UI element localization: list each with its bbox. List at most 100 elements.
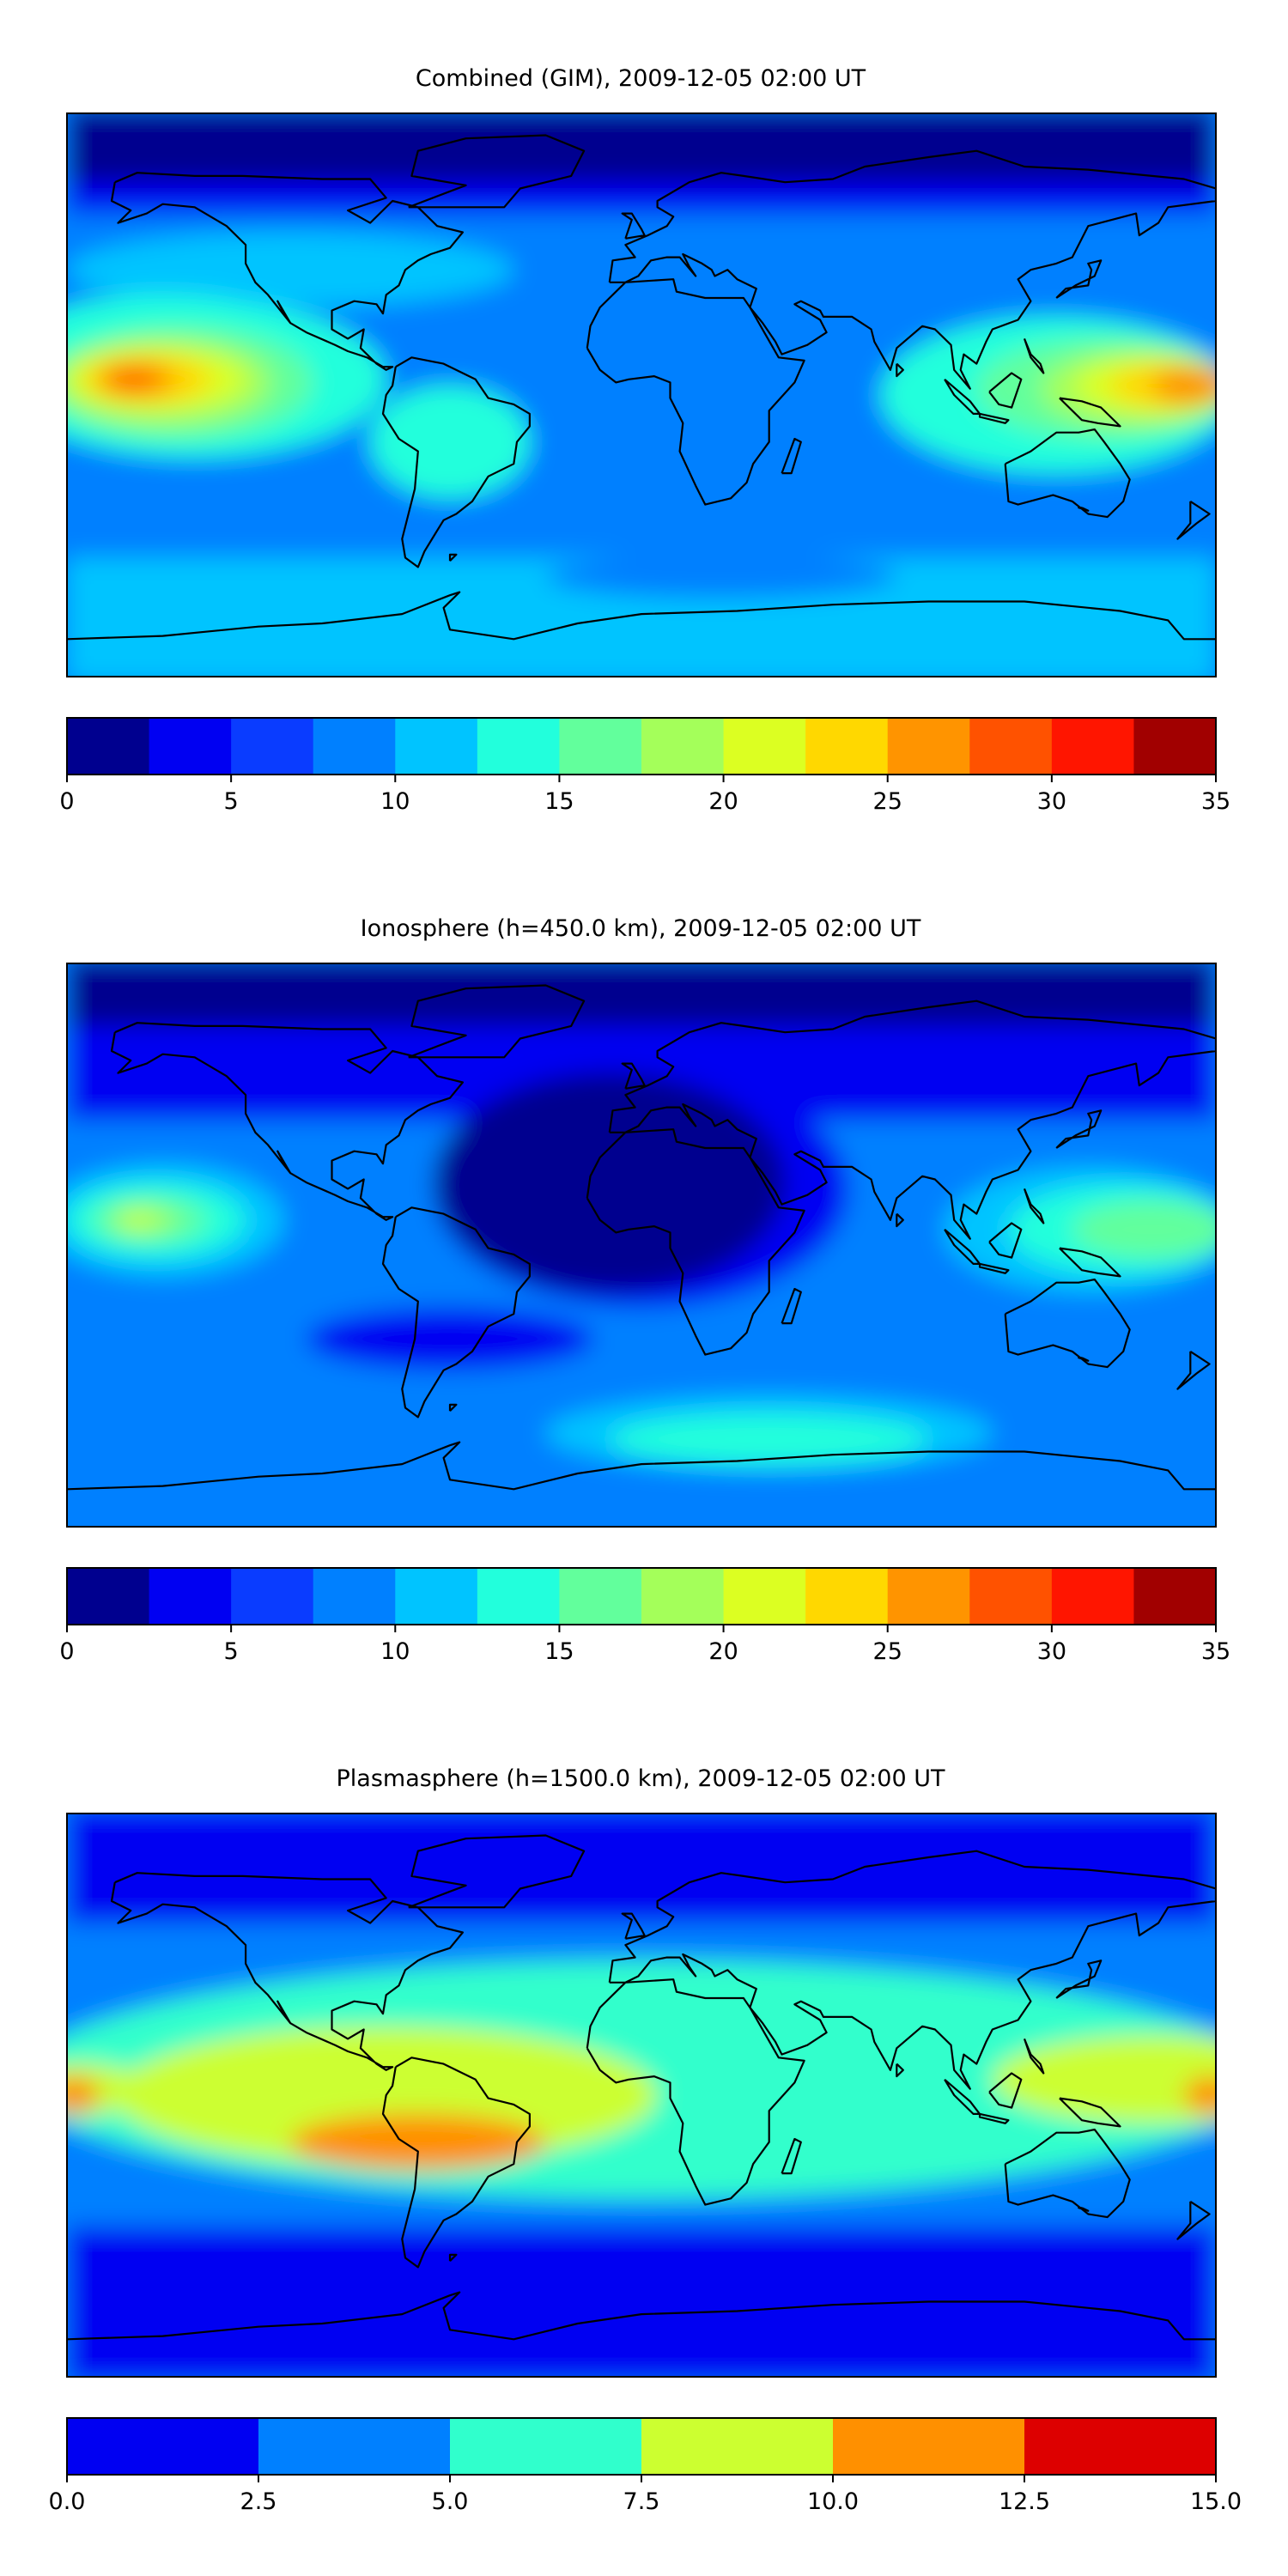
combined-contours (67, 113, 1216, 677)
contour-region-9 (67, 2076, 100, 2114)
contour-band-2 (67, 963, 1216, 1026)
colorbar-segment (1133, 1568, 1217, 1625)
contour-band-2 (67, 2227, 1216, 2377)
colorbar-segment (313, 1568, 396, 1625)
colorbar-segment (1133, 718, 1217, 775)
colorbar-tick-label: 15 (544, 1638, 574, 1665)
plasmasphere-colorbar: 0.0 2.5 5.0 7.5 10.0 12.5 15.0 (49, 2417, 1242, 2515)
colorbar-segment (149, 1568, 232, 1625)
colorbar-segment (67, 1568, 150, 1625)
colorbar-tick-label: 35 (1201, 788, 1230, 815)
contour-band-2 (67, 113, 1216, 183)
colorbar-segment (559, 718, 642, 775)
colorbar-segment (313, 718, 396, 775)
contour-region-5 (992, 2035, 1216, 2123)
colorbar-tick-label: 25 (873, 1638, 902, 1665)
colorbar-tick-label: 10 (380, 1638, 410, 1665)
colorbar-segment (641, 718, 725, 775)
colorbar-segment (1024, 2418, 1217, 2475)
colorbar-segment (231, 718, 314, 775)
colorbar-tick-label: 20 (708, 1638, 738, 1665)
plasmasphere-title: Plasmasphere (h=1500.0 km), 2009-12-05 0… (337, 1765, 945, 1792)
coastlines (67, 134, 1216, 641)
combined-map (66, 112, 1217, 677)
contour-region-20 (1151, 367, 1216, 404)
ionosphere-field (67, 963, 1216, 1527)
colorbar-frame (66, 717, 1217, 775)
colorbar-segment (887, 1568, 970, 1625)
contour-region-7 (290, 2113, 546, 2171)
colorbar-segment (641, 2418, 834, 2475)
colorbar-tick-label: 10.0 (807, 2488, 859, 2515)
colorbar-tick-label: 10 (380, 788, 410, 815)
colorbar-tick-label: 7.5 (623, 2488, 660, 2515)
colorbar-tick-label: 30 (1037, 1638, 1066, 1665)
contour-band-1 (67, 1814, 1216, 1923)
colorbar-segment (231, 1568, 314, 1625)
contour-band-3 (67, 557, 1216, 677)
combined-panel: Combined (GIM), 2009-12-05 02:00 UT 0 5 10… (59, 65, 1230, 815)
colorbar-tick-label: 25 (873, 788, 902, 815)
colorbar-frame (66, 1567, 1217, 1625)
ionosphere-title: Ionosphere (h=450.0 km), 2009-12-05 02:0… (361, 915, 921, 942)
plasmasphere-map (66, 1813, 1217, 2378)
colorbar-segment (805, 718, 889, 775)
combined-field (67, 113, 1216, 677)
colorbar-tick-label: 2.5 (240, 2488, 277, 2515)
colorbar-segment (67, 718, 150, 775)
coastline-path (67, 1834, 1216, 2341)
colorbar-segment (395, 1568, 478, 1625)
contour-region-13 (1072, 1200, 1216, 1258)
contour-region-4 (67, 232, 514, 307)
colorbar-segment (477, 718, 560, 775)
contour-region-12 (105, 369, 157, 389)
contour-band-16 (67, 1476, 1216, 1527)
combined-map-frame (66, 112, 1217, 677)
plasmasphere-panel: Plasmasphere (h=1500.0 km), 2009-12-05 0… (49, 1765, 1242, 2515)
colorbar-segment (723, 1568, 806, 1625)
ionosphere-colorbar: 0 5 10 15 20 25 30 35 (59, 1567, 1230, 1665)
colorbar-segment (67, 2418, 259, 2475)
ionosphere-contours (67, 963, 1216, 1527)
ionosphere-map-frame (66, 963, 1217, 1528)
colorbar-tick-label: 0 (59, 1638, 74, 1665)
colorbar-segment (805, 1568, 889, 1625)
contour-region-15 (609, 1413, 929, 1465)
coastline-path (67, 134, 1216, 641)
coastline-path (67, 984, 1216, 1491)
colorbar-segment (149, 718, 232, 775)
colorbar-tick-label: 0 (59, 788, 74, 815)
contour-region-8 (1183, 2076, 1216, 2114)
colorbar-tick-label: 30 (1037, 788, 1066, 815)
plasmasphere-field (67, 1814, 1216, 2377)
contour-region-10 (121, 1213, 154, 1227)
ionosphere-map (66, 963, 1217, 1528)
colorbar-segment (969, 718, 1053, 775)
coastlines (67, 1834, 1216, 2341)
colorbar-segment (1051, 718, 1134, 775)
colorbar-tick-label: 12.5 (999, 2488, 1050, 2515)
colorbar-segment (833, 2418, 1025, 2475)
colorbar-segment (477, 1568, 560, 1625)
colorbar-tick-label: 35 (1201, 1638, 1230, 1665)
colorbar-tick-label: 5.0 (432, 2488, 469, 2515)
colorbar-segment (723, 718, 806, 775)
combined-title: Combined (GIM), 2009-12-05 02:00 UT (416, 65, 866, 92)
contour-region-14 (370, 386, 530, 499)
colorbar-segment (258, 2418, 451, 2475)
colorbar-tick-label: 0.0 (49, 2488, 86, 2515)
colorbar-segment (1051, 1568, 1134, 1625)
colorbar-segment (450, 2418, 642, 2475)
coastlines (67, 984, 1216, 1491)
colorbar-tick-label: 15.0 (1190, 2488, 1242, 2515)
colorbar-segment (395, 718, 478, 775)
colorbar-segment (559, 1568, 642, 1625)
colorbar-tick-label: 5 (224, 1638, 239, 1665)
colorbar-tick-label: 5 (224, 788, 239, 815)
colorbar-segment (641, 1568, 725, 1625)
colorbar-segment (969, 1568, 1053, 1625)
ionosphere-panel: Ionosphere (h=450.0 km), 2009-12-05 02:0… (59, 915, 1230, 1665)
colorbar-segment (887, 718, 970, 775)
